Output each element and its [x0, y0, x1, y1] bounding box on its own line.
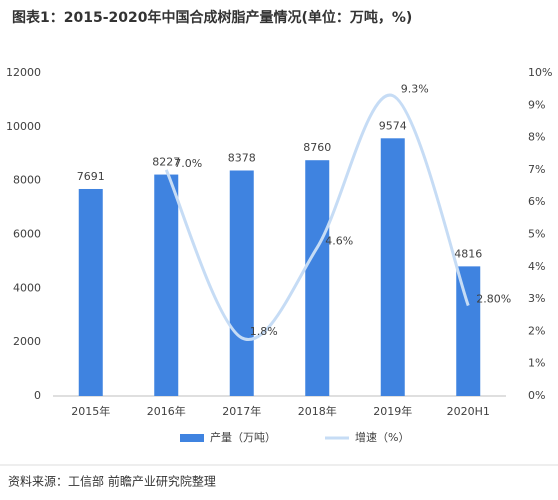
line-label: 7.0% [174, 157, 202, 170]
y-tick-label: 12000 [6, 66, 41, 79]
line-label: 4.6% [325, 234, 353, 247]
bar-label: 8378 [228, 151, 256, 164]
y2-tick-label: 1% [528, 357, 545, 370]
chart-title: 图表1：2015-2020年中国合成树脂产量情况(单位：万吨，%) [12, 9, 412, 26]
line-label: 1.8% [250, 325, 278, 338]
source: 资料来源：工信部 前瞻产业研究院整理 [8, 474, 216, 489]
x-tick-label: 2016年 [147, 404, 186, 418]
bar-label: 4816 [454, 247, 482, 260]
bar [78, 188, 103, 396]
y-tick-label: 2000 [13, 335, 41, 348]
y-tick-label: 6000 [13, 228, 41, 241]
legend-label: 产量（万吨） [210, 430, 276, 444]
x-tick-label: 2015年 [71, 404, 110, 418]
y-tick-label: 10000 [6, 120, 41, 133]
x-tick-label: 2017年 [222, 404, 261, 418]
bar [154, 174, 179, 396]
line-label: 2.80% [476, 293, 511, 306]
y2-tick-label: 6% [528, 195, 545, 208]
y2-tick-label: 10% [528, 66, 552, 79]
bar-label: 7691 [77, 170, 105, 183]
bar-label: 8227 [152, 156, 180, 169]
y-tick-label: 4000 [13, 281, 41, 294]
bar-label: 9574 [379, 119, 407, 132]
y2-tick-label: 7% [528, 163, 545, 176]
legend-label: 增速（%） [355, 430, 409, 444]
line [164, 93, 470, 342]
bar-label: 8760 [303, 141, 331, 154]
y2-tick-label: 9% [528, 98, 545, 111]
line-label: 9.3% [401, 83, 429, 96]
y-tick-label: 8000 [13, 174, 41, 187]
x-tick-label: 2019年 [373, 404, 412, 418]
bar [380, 138, 405, 396]
bar [305, 160, 330, 396]
y2-tick-label: 5% [528, 228, 545, 241]
legend-swatch [180, 434, 204, 442]
y2-tick-label: 0% [528, 389, 545, 402]
y-tick-label: 0 [34, 389, 41, 402]
x-tick-label: 2018年 [298, 404, 337, 418]
x-tick-label: 2020H1 [447, 405, 490, 418]
y2-tick-label: 8% [528, 131, 545, 144]
bar [456, 266, 481, 396]
y2-tick-label: 2% [528, 324, 545, 337]
y2-tick-label: 3% [528, 292, 545, 305]
bar [229, 170, 254, 396]
y2-tick-label: 4% [528, 260, 545, 273]
